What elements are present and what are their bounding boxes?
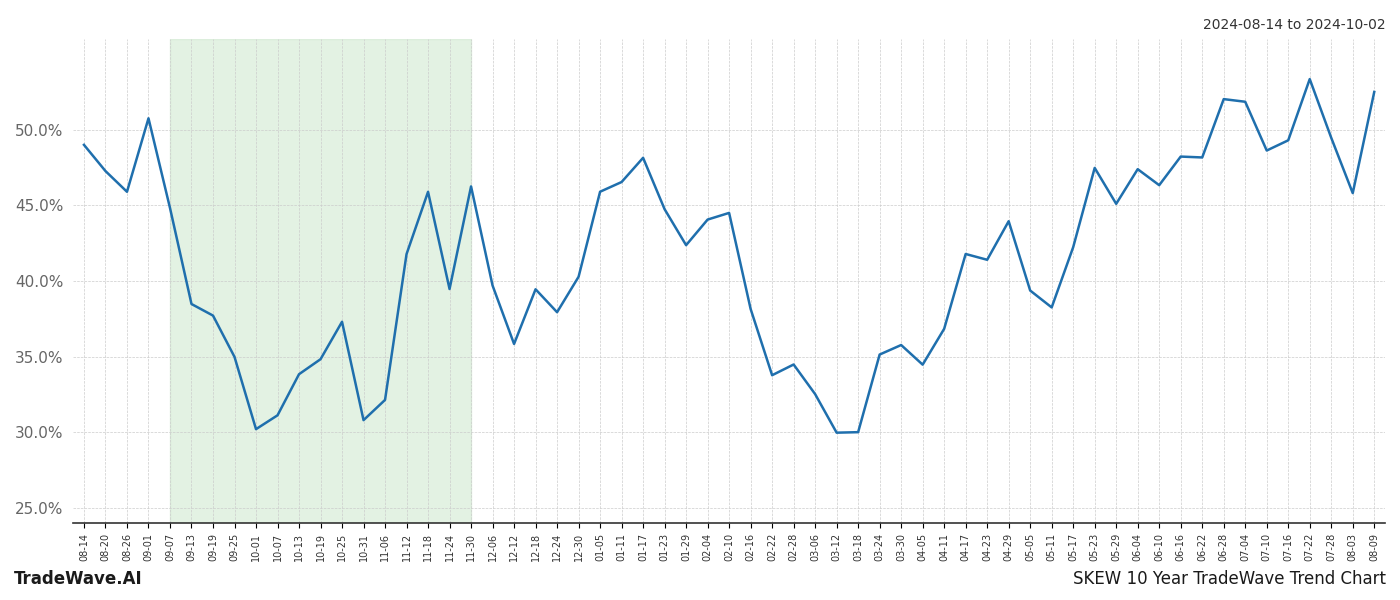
Bar xyxy=(169,39,470,523)
Text: SKEW 10 Year TradeWave Trend Chart: SKEW 10 Year TradeWave Trend Chart xyxy=(1072,570,1386,588)
Text: 2024-08-14 to 2024-10-02: 2024-08-14 to 2024-10-02 xyxy=(1204,18,1386,32)
Text: TradeWave.AI: TradeWave.AI xyxy=(14,570,143,588)
